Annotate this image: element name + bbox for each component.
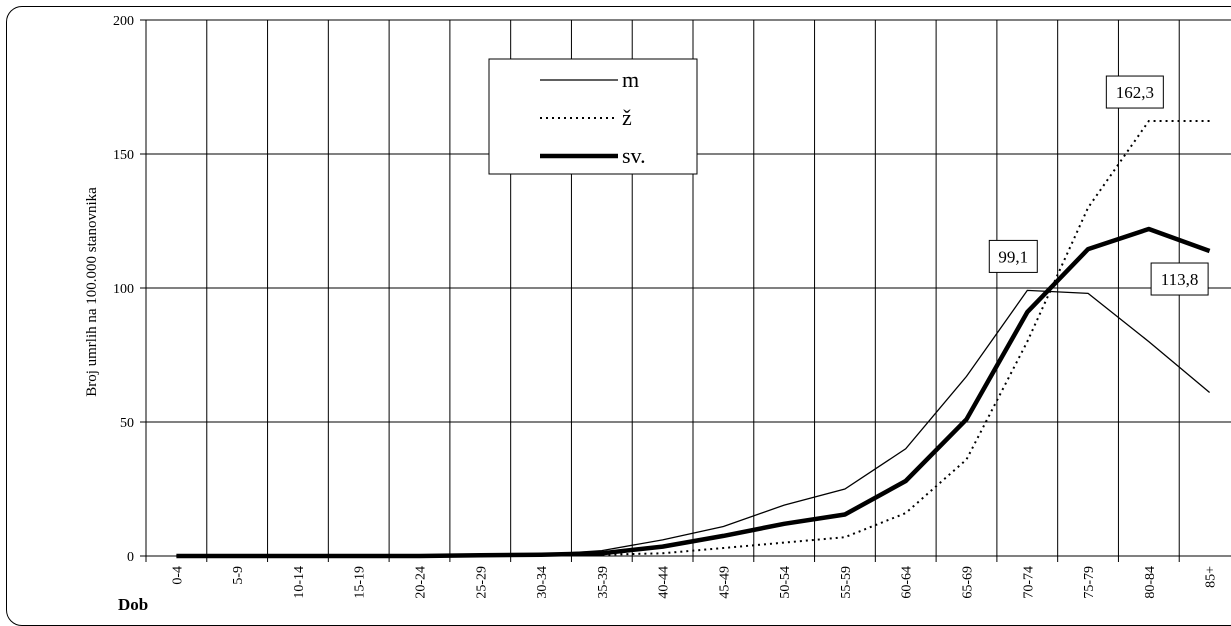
x-tick-label: 10-14 xyxy=(292,566,307,599)
legend: mž sv. xyxy=(489,59,697,174)
x-tick-label: 5-9 xyxy=(231,566,246,585)
y-axis-label: Broj umrlih na 100.000 stanovnika xyxy=(84,187,100,397)
y-tick-label: 150 xyxy=(113,148,134,163)
x-tick-label: 65-69 xyxy=(961,566,976,599)
x-tick-label: 45-49 xyxy=(717,566,732,599)
y-tick-label: 50 xyxy=(120,416,134,431)
annotation-label: 113,8 xyxy=(1161,270,1199,289)
annotation-label: 99,1 xyxy=(998,247,1028,266)
y-axis-ticks: 0 50 100 150 200 xyxy=(113,14,134,565)
x-axis-ticks: 0-4 5-9 10-14 15-19 20-24 25-29 30-34 35-39 40-4… xyxy=(170,566,1218,599)
x-tick-label: 40-44 xyxy=(657,566,672,599)
annotation-label: 162,3 xyxy=(1116,83,1154,102)
x-tick-label: 55-59 xyxy=(839,566,854,599)
x-tick-label: 20-24 xyxy=(414,566,429,599)
y-tick-label: 100 xyxy=(113,282,134,297)
y-tick-label: 0 xyxy=(127,550,134,565)
x-tick-label: 15-19 xyxy=(353,566,368,599)
x-tick-label: 50-54 xyxy=(778,566,793,599)
y-tick-label: 200 xyxy=(113,14,134,29)
x-tick-label: 60-64 xyxy=(900,566,915,599)
x-tick-label: 25-29 xyxy=(474,566,489,599)
legend-label: sv. xyxy=(622,143,646,168)
data-annotations: 99,1 162,3 113,8 xyxy=(989,76,1208,295)
legend-label: m xyxy=(622,67,639,92)
x-axis-label: Dob xyxy=(118,595,148,614)
x-tick-label: 30-34 xyxy=(535,566,550,599)
legend-label: ž xyxy=(622,105,632,130)
x-tick-label: 80-84 xyxy=(1143,566,1158,599)
x-tick-label: 85+ xyxy=(1204,566,1219,588)
x-tick-label: 75-79 xyxy=(1082,566,1097,599)
x-tick-label: 70-74 xyxy=(1021,566,1036,599)
x-tick-label: 35-39 xyxy=(596,566,611,599)
x-tick-label: 0-4 xyxy=(170,566,185,585)
